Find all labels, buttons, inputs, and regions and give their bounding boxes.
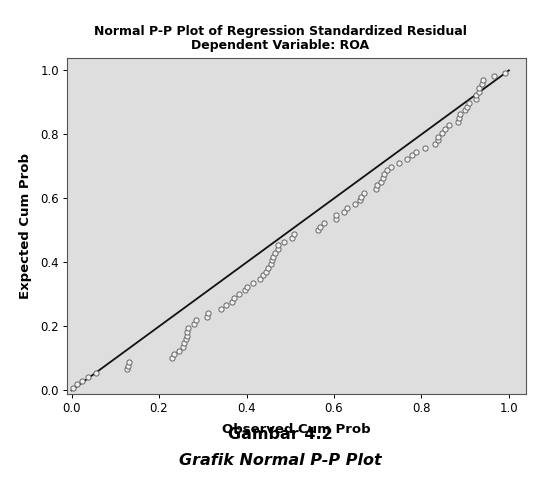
Point [421, 144, 430, 152]
Point [222, 301, 231, 309]
Point [273, 245, 282, 253]
Point [478, 80, 487, 88]
Point [454, 114, 463, 121]
Point [202, 313, 211, 321]
Point [262, 268, 270, 276]
Text: Normal P-P Plot of Regression Standardized Residual: Normal P-P Plot of Regression Standardiz… [94, 24, 466, 38]
Point [472, 91, 481, 99]
Text: Dependent Variable: ROA: Dependent Variable: ROA [191, 39, 369, 52]
Point [274, 241, 283, 249]
Point [268, 257, 277, 264]
Point [227, 298, 236, 306]
Point [92, 369, 101, 377]
Point [475, 84, 484, 92]
Point [69, 384, 78, 392]
Point [183, 328, 192, 336]
Point [356, 196, 365, 204]
Point [434, 132, 443, 140]
Point [383, 167, 392, 174]
Point [331, 216, 340, 223]
Point [249, 279, 258, 287]
Point [403, 155, 412, 163]
Point [339, 208, 348, 216]
Point [241, 287, 250, 294]
Point [433, 136, 442, 144]
Point [500, 69, 509, 77]
Point [189, 321, 198, 328]
Point [204, 309, 213, 317]
Point [456, 110, 465, 118]
Point [268, 253, 277, 261]
Point [174, 347, 183, 354]
Point [437, 129, 446, 137]
Point [122, 365, 131, 373]
Point [454, 118, 463, 125]
Point [386, 163, 395, 170]
Point [235, 290, 244, 298]
Point [167, 354, 176, 362]
Point [267, 260, 276, 268]
Point [356, 193, 365, 201]
Point [229, 294, 238, 302]
Point [463, 103, 472, 110]
Point [259, 272, 268, 279]
Point [343, 204, 352, 212]
Point [376, 178, 385, 185]
Point [181, 336, 190, 343]
Point [441, 125, 450, 133]
Point [316, 223, 325, 230]
Point [395, 159, 404, 167]
Point [380, 170, 389, 178]
X-axis label: Observed Cum Prob: Observed Cum Prob [222, 423, 371, 436]
Point [472, 95, 480, 103]
Point [350, 200, 359, 208]
Point [314, 227, 323, 234]
Point [332, 212, 340, 219]
Point [360, 189, 369, 197]
Point [124, 362, 133, 370]
Point [489, 72, 498, 80]
Point [184, 324, 193, 332]
Y-axis label: Expected Cum Prob: Expected Cum Prob [19, 153, 32, 299]
Point [372, 185, 381, 193]
Point [290, 230, 298, 238]
Point [180, 339, 189, 347]
Point [319, 219, 328, 227]
Point [192, 317, 200, 324]
Point [178, 343, 187, 350]
Point [270, 249, 279, 257]
Point [445, 121, 454, 129]
Point [217, 305, 226, 313]
Point [182, 332, 191, 339]
Point [124, 358, 133, 366]
Text: Gambar 4.2: Gambar 4.2 [227, 427, 333, 442]
Point [460, 107, 469, 114]
Point [464, 99, 473, 107]
Text: Grafik Normal P-P Plot: Grafik Normal P-P Plot [179, 453, 381, 468]
Point [78, 377, 87, 384]
Point [431, 140, 440, 148]
Point [169, 350, 178, 358]
Point [412, 148, 421, 156]
Point [263, 264, 272, 272]
Point [288, 234, 297, 242]
Point [475, 88, 484, 96]
Point [379, 174, 388, 182]
Point [479, 76, 488, 84]
Point [408, 152, 417, 159]
Point [242, 283, 251, 290]
Point [256, 276, 265, 283]
Point [372, 181, 381, 189]
Point [73, 381, 82, 388]
Point [84, 373, 93, 381]
Point [280, 238, 289, 245]
